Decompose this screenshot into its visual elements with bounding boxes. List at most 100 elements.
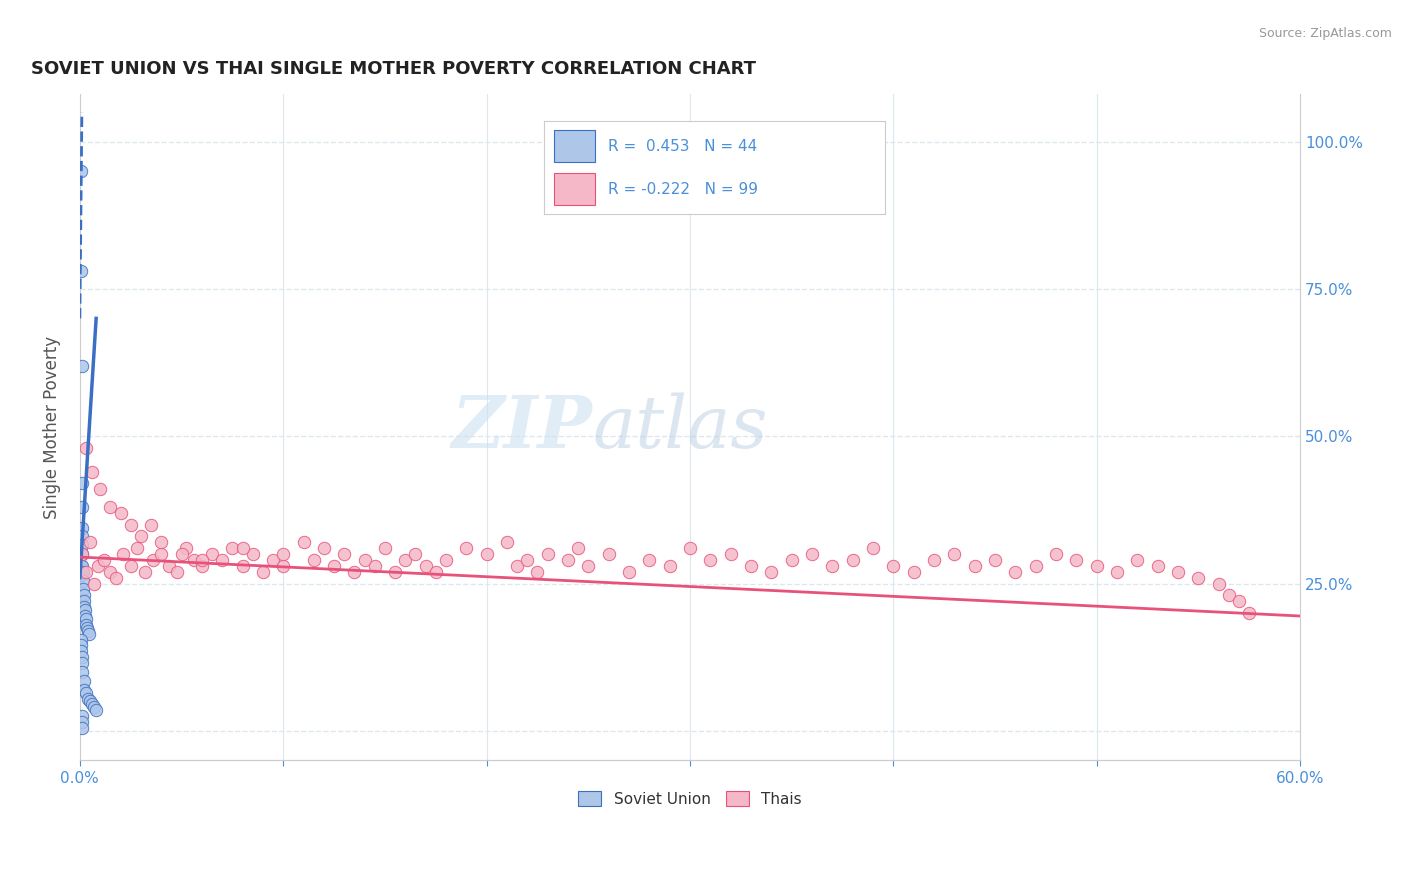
Point: [70, 529, 93, 543]
Point: [157, 558, 180, 573]
Point: [84, 703, 107, 717]
Point: [70, 359, 93, 373]
Point: [780, 553, 803, 567]
Point: [922, 553, 945, 567]
Point: [343, 565, 366, 579]
Legend: Soviet Union, Thais: Soviet Union, Thais: [572, 784, 807, 813]
Point: [70, 264, 93, 278]
Point: [232, 558, 254, 573]
Point: [1085, 558, 1108, 573]
Point: [456, 541, 478, 556]
Text: Source: ZipAtlas.com: Source: ZipAtlas.com: [1258, 27, 1392, 40]
Point: [415, 558, 437, 573]
Point: [821, 558, 844, 573]
Point: [150, 547, 173, 561]
Point: [73, 673, 96, 688]
Point: [353, 553, 375, 567]
Point: [1227, 594, 1250, 608]
Point: [100, 500, 122, 514]
Point: [70, 594, 93, 608]
Point: [1237, 606, 1260, 620]
Point: [323, 558, 346, 573]
Point: [70, 644, 93, 658]
Point: [134, 565, 156, 579]
Point: [201, 547, 224, 561]
Point: [1208, 576, 1230, 591]
Point: [425, 565, 447, 579]
Point: [1045, 547, 1067, 561]
Point: [70, 164, 93, 178]
Point: [70, 715, 93, 730]
Point: [73, 682, 96, 697]
Point: [79, 694, 101, 708]
Point: [174, 541, 197, 556]
Point: [120, 517, 142, 532]
Point: [506, 558, 529, 573]
Point: [302, 553, 325, 567]
Point: [557, 553, 579, 567]
Point: [70, 547, 93, 561]
Point: [903, 565, 925, 579]
Point: [567, 541, 589, 556]
Point: [70, 538, 93, 552]
Point: [1218, 588, 1240, 602]
Point: [404, 547, 426, 561]
Point: [1066, 553, 1088, 567]
Point: [70, 639, 93, 653]
Point: [70, 665, 93, 679]
Point: [105, 571, 128, 585]
Point: [862, 541, 884, 556]
Point: [221, 541, 243, 556]
Point: [87, 558, 110, 573]
Point: [434, 553, 457, 567]
Point: [841, 553, 863, 567]
Point: [963, 558, 986, 573]
Point: [77, 624, 100, 638]
Point: [242, 547, 264, 561]
Point: [576, 558, 599, 573]
Point: [516, 553, 538, 567]
Point: [70, 721, 93, 735]
Point: [70, 520, 93, 534]
Point: [75, 441, 97, 455]
Point: [70, 547, 93, 561]
Point: [679, 541, 702, 556]
Point: [75, 612, 97, 626]
Point: [1105, 565, 1128, 579]
Point: [80, 698, 103, 712]
Point: [70, 476, 93, 491]
Point: [271, 547, 294, 561]
Point: [125, 541, 148, 556]
Point: [73, 588, 96, 602]
Point: [699, 553, 721, 567]
Point: [1167, 565, 1189, 579]
Point: [70, 650, 93, 665]
Point: [80, 465, 103, 479]
Point: [292, 535, 315, 549]
Point: [73, 594, 96, 608]
Point: [211, 553, 233, 567]
Point: [129, 529, 152, 543]
Point: [72, 574, 94, 588]
Point: [1146, 558, 1168, 573]
Point: [70, 632, 93, 647]
Point: [139, 517, 162, 532]
Y-axis label: Single Mother Poverty: Single Mother Poverty: [44, 336, 60, 519]
Point: [73, 600, 96, 615]
Point: [232, 541, 254, 556]
Point: [252, 565, 274, 579]
Point: [100, 565, 122, 579]
Point: [496, 535, 519, 549]
Point: [110, 506, 132, 520]
Point: [70, 567, 93, 582]
Point: [364, 558, 387, 573]
Point: [740, 558, 762, 573]
Point: [83, 700, 105, 714]
Point: [333, 547, 356, 561]
Point: [75, 685, 97, 699]
Point: [89, 483, 111, 497]
Point: [75, 617, 97, 632]
Point: [761, 565, 783, 579]
Point: [83, 576, 105, 591]
Text: ZIP: ZIP: [451, 392, 592, 463]
